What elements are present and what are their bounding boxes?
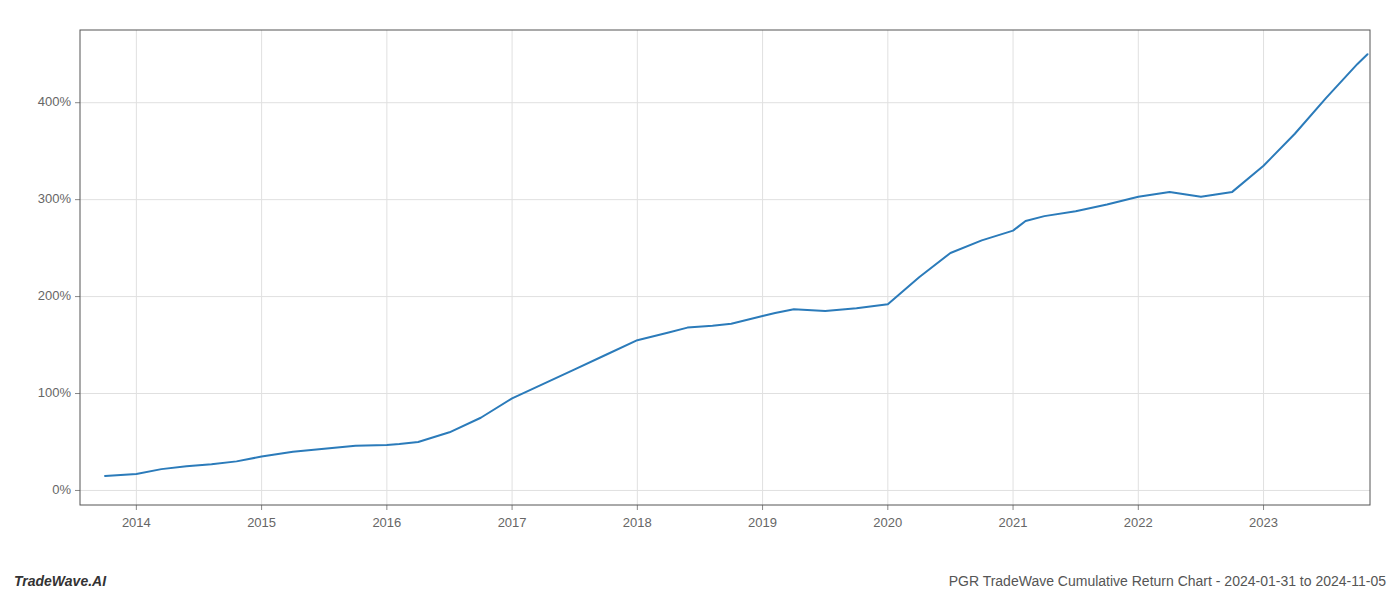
x-tick [386,505,387,510]
x-grid-line [1138,30,1139,505]
y-tick-label: 100% [38,385,72,400]
x-tick [637,505,638,510]
x-tick [512,505,513,510]
x-tick-label: 2015 [247,515,276,530]
x-tick [1138,505,1139,510]
x-tick-label: 2020 [873,515,902,530]
y-grid-line [80,296,1370,297]
x-tick-label: 2016 [372,515,401,530]
x-tick [762,505,763,510]
x-grid-line [261,30,262,505]
y-tick [75,393,80,394]
x-tick [1263,505,1264,510]
title: PGR TradeWave Cumulative Return Chart - … [949,573,1387,589]
x-tick [1013,505,1014,510]
y-grid-line [80,199,1370,200]
y-tick [75,490,80,491]
x-tick [136,505,137,510]
y-tick [75,199,80,200]
x-grid-line [1263,30,1264,505]
y-grid-line [80,102,1370,103]
x-tick-label: 2021 [999,515,1028,530]
x-tick-label: 2017 [498,515,527,530]
x-grid-line [887,30,888,505]
data-layer [105,54,1367,476]
x-tick [261,505,262,510]
x-grid-line [637,30,638,505]
y-tick-label: 200% [38,288,72,303]
x-grid-line [1013,30,1014,505]
line [105,54,1367,476]
x-grid-line [386,30,387,505]
plot-frame [80,30,1370,505]
y-tick-label: 300% [38,191,72,206]
y-tick-label: 400% [38,94,72,109]
x-tick-label: 2019 [748,515,777,530]
y-grid-line [80,490,1370,491]
texts: TradeWave.AI PGR TradeWave Cumulative Ret… [14,573,1386,589]
x-tick-label: 2022 [1124,515,1153,530]
y-tick [75,102,80,103]
y-tick [75,296,80,297]
y-grid-line [80,393,1370,394]
x-tick-label: 2023 [1249,515,1278,530]
x-tick-label: 2018 [623,515,652,530]
grid [80,30,1370,505]
x-grid-line [512,30,513,505]
axes: 0% 100% 200% 300% 400% 2014 2015 2016 2017 2018 20… [38,30,1370,530]
y-tick-label: 0% [52,482,71,497]
x-grid-line [136,30,137,505]
x-tick [887,505,888,510]
chart: 0% 100% 200% 300% 400% 2014 2015 2016 2017 2018 20… [0,0,1400,600]
x-grid-line [762,30,763,505]
x-tick-label: 2014 [122,515,151,530]
watermark: TradeWave.AI [14,573,107,589]
